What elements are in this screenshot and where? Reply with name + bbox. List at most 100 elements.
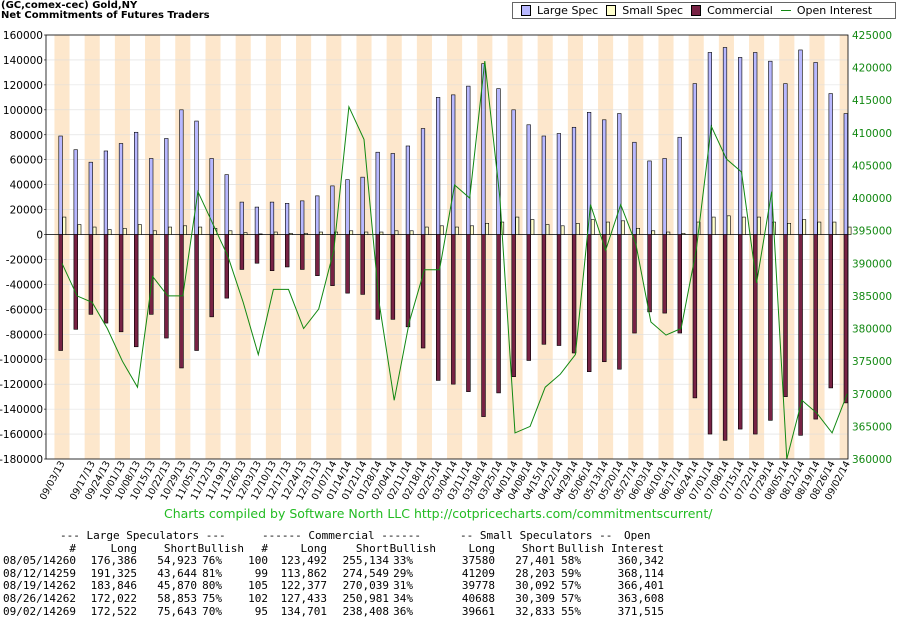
- cell-c-bullish: 34%: [393, 591, 413, 605]
- small-spec-bar: [62, 216, 67, 235]
- large-spec-bar: [496, 88, 501, 235]
- commercial-bar: [466, 234, 471, 392]
- small-spec-bar: [228, 230, 233, 235]
- small-spec-bar: [439, 225, 444, 235]
- right-axis-tick-label: 380000: [852, 324, 892, 336]
- cell-ss-bullish: 55%: [561, 604, 581, 618]
- small-spec-bar: [485, 223, 490, 235]
- legend-swatch-large-spec: [521, 5, 531, 16]
- small-spec-bar: [319, 231, 323, 235]
- small-spec-bar: [560, 225, 565, 235]
- commercial-bar: [254, 234, 260, 264]
- small-spec-bar: [575, 223, 580, 235]
- col-header-open-interest: Interest: [611, 541, 664, 555]
- cot-table: --- Large Speculators --- ------ Commerci…: [0, 529, 906, 618]
- cell-c-bullish: 31%: [393, 579, 413, 593]
- small-spec-bar: [243, 232, 248, 235]
- commercial-bar: [722, 234, 728, 441]
- commercial-bar: [451, 234, 456, 385]
- cell-ls-short: 75,643: [157, 604, 197, 618]
- right-axis-tick-label: 425000: [852, 30, 892, 42]
- large-spec-bar: [722, 47, 728, 235]
- small-spec-bar: [817, 221, 822, 235]
- table-column-header-row: # Long Short Bullish # Long Short Bullish Long Sh…: [0, 542, 906, 555]
- large-spec-bar: [73, 149, 78, 235]
- large-spec-bar: [58, 135, 63, 235]
- small-spec-bar: [122, 227, 127, 235]
- large-spec-bar: [345, 179, 350, 235]
- legend-item-small-spec: Small Spec: [606, 4, 683, 17]
- large-spec-bar: [149, 158, 154, 235]
- commercial-bar: [179, 234, 184, 369]
- legend-label-commercial: Commercial: [707, 4, 773, 17]
- small-spec-bar: [153, 230, 157, 235]
- right-axis-tick-label: 385000: [852, 291, 892, 303]
- right-axis-tick-label: 410000: [852, 128, 892, 140]
- commercial-bar: [526, 234, 532, 361]
- legend-item-large-spec: Large Spec: [521, 4, 598, 17]
- commercial-bar: [843, 234, 849, 404]
- cell-c-bullish: 36%: [393, 604, 413, 618]
- commercial-bar: [360, 234, 365, 295]
- large-spec-bar: [284, 203, 290, 235]
- col-header-ls-bullish: Bullish: [197, 541, 244, 555]
- table-group-header-row: --- Large Speculators --- ------ Commerci…: [0, 529, 906, 542]
- cell-c-short: 238,408: [342, 604, 389, 618]
- small-spec-bar: [454, 226, 459, 235]
- cell-ss-long: 39778: [461, 579, 495, 593]
- commercial-bar: [209, 234, 214, 318]
- left-axis-tick-label: 40000: [10, 180, 43, 192]
- cell-ss-long: 41209: [461, 566, 495, 580]
- large-spec-bar: [541, 135, 546, 235]
- plot-area: -180000 -160000 -140000 -120000 -100000 -8000…: [0, 30, 892, 502]
- small-spec-bar: [787, 223, 792, 235]
- commercial-bar: [617, 234, 622, 370]
- cell-ss-bullish: 59%: [561, 566, 581, 580]
- commercial-bar: [496, 234, 501, 394]
- cell-ss-long: 40688: [461, 591, 495, 605]
- large-spec-bar: [783, 83, 788, 235]
- small-spec-bar: [303, 232, 308, 235]
- small-spec-bar: [832, 221, 837, 235]
- small-spec-bar: [545, 224, 550, 235]
- cell-ls-long: 172,022: [90, 591, 137, 605]
- large-spec-bar: [134, 131, 139, 235]
- large-spec-bar: [753, 52, 758, 235]
- cell-c-long: 134,701: [280, 604, 327, 618]
- col-header-ls-short: Short: [163, 541, 197, 555]
- cell-c-bullish: 33%: [393, 554, 413, 568]
- cell-c-count: 95: [254, 604, 268, 618]
- group-header-small-speculators: -- Small Speculators --: [460, 529, 613, 542]
- chart-title: (GC,comex-cec) Gold,NY: [1, 0, 138, 11]
- small-spec-bar: [349, 230, 354, 235]
- commercial-bar: [541, 234, 547, 345]
- large-spec-bar: [617, 113, 622, 235]
- large-spec-bar: [707, 52, 712, 235]
- small-spec-bar: [726, 215, 731, 235]
- legend-line-open-interest: [780, 10, 791, 11]
- col-header-c-short: Short: [355, 541, 389, 555]
- legend-item-open-interest: Open Interest: [780, 4, 872, 17]
- commercial-bar: [435, 234, 441, 381]
- large-spec-bar: [798, 49, 803, 235]
- cell-c-short: 270,039: [342, 579, 389, 593]
- small-spec-bar: [92, 226, 97, 235]
- cell-open-interest: 360,342: [617, 554, 664, 568]
- table-row: 08/12/14 259 191,325 43,644 81% 99 113,862 274,…: [0, 567, 906, 580]
- cell-ls-long: 176,386: [90, 554, 137, 568]
- left-axis-tick-label: -80000: [6, 329, 43, 341]
- cell-ss-long: 37580: [461, 554, 495, 568]
- commercial-bar: [813, 234, 818, 420]
- commercial-bar: [330, 234, 335, 286]
- cell-c-bullish: 29%: [393, 566, 413, 580]
- cell-ls-short: 58,853: [157, 591, 197, 605]
- large-spec-bar: [375, 151, 380, 235]
- cell-c-long: 113,862: [280, 566, 327, 580]
- large-spec-bar: [571, 126, 577, 235]
- cell-c-count: 102: [248, 591, 268, 605]
- large-spec-bar: [179, 109, 184, 235]
- left-axis-tick-label: 60000: [10, 155, 43, 167]
- commercial-bar: [632, 234, 637, 334]
- cell-c-short: 255,134: [342, 554, 389, 568]
- small-spec-bar: [605, 221, 610, 235]
